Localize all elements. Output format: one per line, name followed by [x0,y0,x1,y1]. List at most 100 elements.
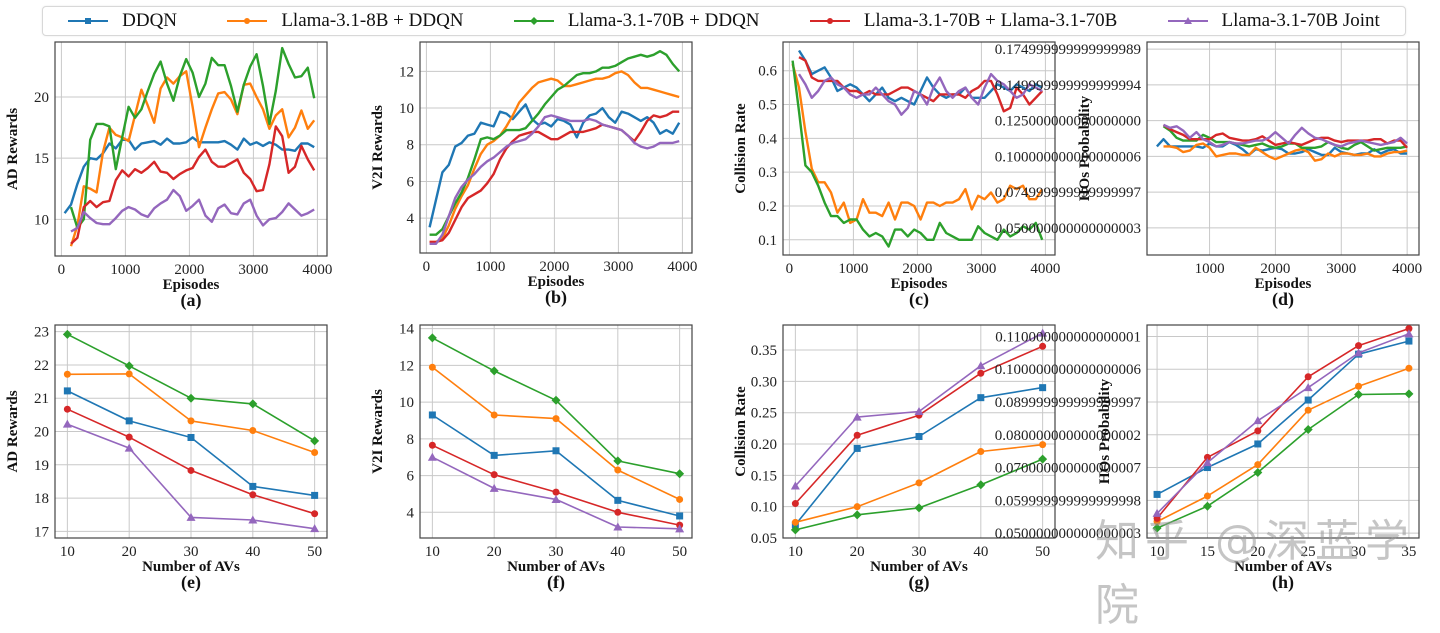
plot-frame [782,324,1056,539]
y-tick-label: 12 [399,64,414,80]
y-tick-label: 0.05 [751,531,777,547]
x-axis-label: Number of AVs [870,559,968,575]
y-tick-label: 6 [407,174,415,190]
y-tick-label: 0.4 [758,131,777,147]
y-tick-label: 0.20 [751,437,777,453]
y-tick-label: 0.6 [758,64,777,80]
y-tick-label: 0.30 [751,374,777,390]
data-point-marker [976,361,986,370]
data-point-marker [977,394,985,402]
y-tick-label: 0.1 [758,233,777,249]
plot-frame [54,41,328,257]
series-line-5 [429,114,680,246]
y-tick-label: 0.35 [751,343,777,359]
y-axis-label: V2I Rewards [370,389,386,474]
panel-b: 0 1000 2000 3000 4000 4 6 8 10 12 Episodes(b) V2I R… [370,41,697,308]
y-tick-label: 0.15 [751,468,777,484]
x-tick-label: 35 [1401,544,1416,560]
legend-label: DDQN [122,10,178,31]
legend-item-llama70b-llama70b: Llama-3.1-70B + Llama-3.1-70B [809,10,1117,32]
data-point-marker [1354,389,1364,399]
series-line-5 [1156,333,1410,514]
data-point-marker [310,524,320,533]
data-point-marker [489,483,499,492]
series-line-5 [1163,123,1408,148]
x-tick-label: 30 [549,544,564,560]
plot-frame [54,324,328,539]
x-tick-label: 30 [912,544,927,560]
y-tick-label: 6 [407,469,415,485]
series-line-4 [1156,327,1410,519]
data-point-marker [62,419,72,428]
legend-swatch-llama70b-llama70b [809,18,850,24]
y-tick-label: 0.089999999999999997 [995,395,1142,411]
data-point-marker [187,433,195,441]
data-point-marker [1303,425,1313,435]
data-point-marker [614,466,622,474]
plot-frame [1146,324,1420,539]
data-point-marker [63,387,71,395]
x-tick-label: 2000 [174,262,204,278]
x-tick-label: 20 [850,544,865,560]
data-point-marker [124,443,134,452]
data-point-marker [248,399,258,409]
y-tick-label: 0.100000000000000006 [995,362,1142,378]
y-axis-label: AD Rewards [5,108,21,190]
y-tick-label: 4 [407,505,415,521]
data-point-marker [1355,382,1363,390]
data-point-marker [1354,348,1364,357]
legend-swatch-llama70b-ddqn [513,17,554,25]
x-tick-label: 2000 [1260,261,1290,277]
data-point-marker [914,503,924,513]
data-point-marker [63,405,71,413]
x-tick-label: 50 [1035,544,1050,560]
data-point-marker [1304,373,1312,381]
data-point-marker [490,471,498,479]
legend-label: Llama-3.1-70B Joint [1221,10,1380,31]
data-point-marker [1203,464,1211,472]
x-tick-label: 40 [245,544,260,560]
data-point-marker [186,512,196,521]
y-tick-label: 19 [34,458,49,474]
y-tick-label: 20 [34,90,49,106]
y-tick-label: 10 [399,101,414,117]
panel-h: 10 15 20 25 30 35 0.050000000000000003 0.059999… [995,324,1420,593]
x-axis-label: Number of AVs [1234,559,1332,575]
x-tick-label: 30 [184,544,199,560]
panel-label: (h) [1272,572,1294,593]
x-tick-label: 10 [60,544,75,560]
series-line-1 [428,103,681,228]
y-tick-label: 0.050000000000000003 [995,221,1141,237]
data-point-marker [311,510,319,518]
data-point-marker [853,503,861,511]
data-point-marker [1405,364,1413,372]
y-tick-label: 17 [34,524,50,540]
panel-label: (a) [181,290,202,311]
data-point-marker [63,370,71,378]
data-point-marker [852,412,862,421]
y-tick-label: 0.25 [751,406,777,422]
plot-frame [419,324,693,539]
data-point-marker [915,479,923,487]
legend-item-llama70b-ddqn: Llama-3.1-70B + DDQN [513,10,760,32]
legend-item-llama8b-ddqn: Llama-3.1-8B + DDQN [227,10,464,32]
y-tick-label: 14 [399,322,415,338]
x-axis-label: Episodes [1255,276,1312,292]
y-axis-label: HOs Probability [1097,378,1113,484]
series-line-1 [797,49,1043,106]
y-tick-label: 0.125000000000000000 [995,114,1141,130]
panel-label: (c) [909,289,929,310]
data-point-marker [186,393,196,403]
data-point-marker [248,515,258,524]
y-tick-label: 0.3 [758,165,777,181]
data-point-marker [791,518,799,526]
y-tick-label: 21 [34,391,49,407]
series-line-3 [1162,125,1408,152]
panel-label: (g) [909,572,930,593]
y-tick-label: 15 [34,151,49,167]
x-tick-label: 0 [786,261,794,277]
data-point-marker [249,482,257,490]
data-point-marker [311,448,319,456]
data-point-marker [676,512,684,520]
data-point-marker [977,448,985,456]
